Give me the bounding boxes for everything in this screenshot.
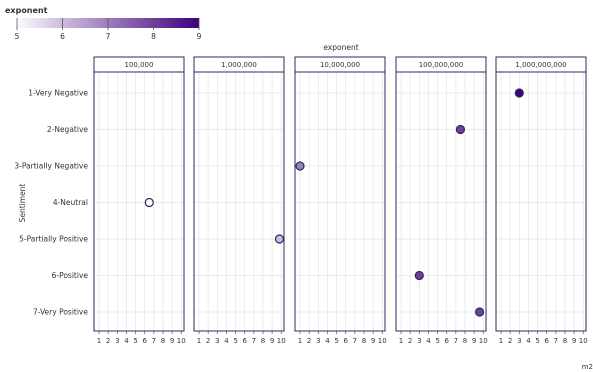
x-tick-label: 9 [371,337,375,345]
legend-tick-label: 8 [151,32,156,41]
x-tick-label: 1 [399,337,403,345]
data-point[interactable] [414,270,424,281]
x-tick-label: 2 [408,337,412,345]
legend-title: exponent [5,6,48,15]
facet-label: 1,000,000 [221,61,257,69]
x-tick-label: 3 [115,337,119,345]
data-point[interactable] [274,234,285,244]
facet-panel: 1,000,000 1 2 3 4 5 6 7 8 9 10 [193,56,286,345]
facet-label: 100,000 [125,61,154,69]
legend-tick-label: 7 [106,32,111,41]
x-tick-label: 5 [133,337,137,345]
facet-frame [395,71,487,332]
facet-panel: 100,000 1 2 3 4 5 6 7 8 9 10 [93,56,186,345]
x-tick-label: 7 [152,337,156,345]
x-tick-label: 3 [215,337,219,345]
x-tick-label: 7 [252,337,256,345]
y-tick-label: 4-Neutral [53,198,88,207]
x-tick-label: 1 [197,337,201,345]
x-tick-label: 1 [298,337,302,345]
x-tick-label: 3 [316,337,320,345]
x-tick-label: 2 [206,337,210,345]
x-tick-label: 10 [479,337,488,345]
legend-tick-label: 9 [197,32,202,41]
x-tick-label: 6 [242,337,247,345]
scatter-points [144,88,524,317]
y-axis-label: Sentiment [18,184,27,223]
x-tick-label: 7 [353,337,357,345]
x-tick-label: 8 [362,337,366,345]
x-tick-label: 5 [435,337,439,345]
x-tick-label: 4 [325,337,330,345]
facet-title: exponent [323,43,358,52]
data-point[interactable] [455,124,466,135]
x-tick-label: 4 [124,337,129,345]
x-tick-label: 10 [579,337,588,345]
x-tick-label: 6 [444,337,449,345]
x-tick-label: 8 [563,337,567,345]
x-tick-label: 9 [270,337,274,345]
facet-panel: 100,000,000 1 2 3 4 5 6 7 8 9 10 [395,56,488,345]
y-tick-label: 5-Partially Positive [19,235,88,244]
x-tick-label: 4 [224,337,229,345]
color-legend: exponent 5 6 7 8 9 [5,6,202,41]
x-axis-label: m2 [582,363,593,371]
x-tick-label: 7 [454,337,458,345]
y-tick-label: 1-Very Negative [28,89,88,98]
x-tick-label: 5 [334,337,338,345]
x-tick-label: 4 [426,337,431,345]
x-tick-label: 3 [417,337,421,345]
x-tick-label: 5 [233,337,237,345]
y-tick-label: 3-Partially Negative [14,162,88,171]
y-tick-label: 7-Very Positive [33,308,88,317]
data-point[interactable] [295,161,305,171]
x-tick-label: 9 [472,337,476,345]
y-tick-label: 2-Negative [47,125,89,134]
x-tick-label: 6 [343,337,348,345]
data-point[interactable] [514,88,524,98]
x-tick-label: 1 [499,337,503,345]
facet-label: 10,000,000 [320,61,360,69]
facet-panel: 10,000,000 1 2 3 4 5 6 7 8 9 10 [294,56,387,345]
facet-label: 1,000,000,000 [515,61,566,69]
facet-frame [495,71,587,332]
x-tick-label: 10 [177,337,186,345]
x-tick-label: 6 [544,337,549,345]
x-tick-label: 2 [307,337,311,345]
facet-frame [93,71,185,332]
x-tick-label: 2 [106,337,110,345]
facet-frame [294,71,386,332]
y-tick-label: 6-Positive [52,271,89,280]
x-tick-label: 6 [142,337,147,345]
y-axis-labels: 1-Very Negative 2-Negative 3-Partially Neg… [14,89,88,317]
legend-ticks: 5 6 7 8 9 [15,18,202,41]
data-point[interactable] [475,307,485,317]
legend-tick-label: 6 [60,32,65,41]
x-tick-label: 3 [517,337,521,345]
x-tick-label: 5 [535,337,539,345]
x-tick-label: 8 [463,337,467,345]
x-tick-label: 8 [161,337,165,345]
facet-frame [193,71,285,332]
facet-panel: 1,000,000,000 1 2 3 4 5 6 7 8 9 10 [495,56,588,345]
x-tick-label: 2 [508,337,512,345]
x-tick-label: 1 [97,337,101,345]
x-tick-label: 4 [526,337,531,345]
data-point[interactable] [144,197,154,208]
x-tick-label: 10 [378,337,387,345]
x-tick-label: 9 [170,337,174,345]
legend-tick-label: 5 [15,32,20,41]
x-tick-label: 9 [572,337,576,345]
x-tick-label: 10 [277,337,286,345]
x-tick-label: 7 [554,337,558,345]
facet-label: 100,000,000 [419,61,464,69]
x-tick-label: 8 [261,337,265,345]
